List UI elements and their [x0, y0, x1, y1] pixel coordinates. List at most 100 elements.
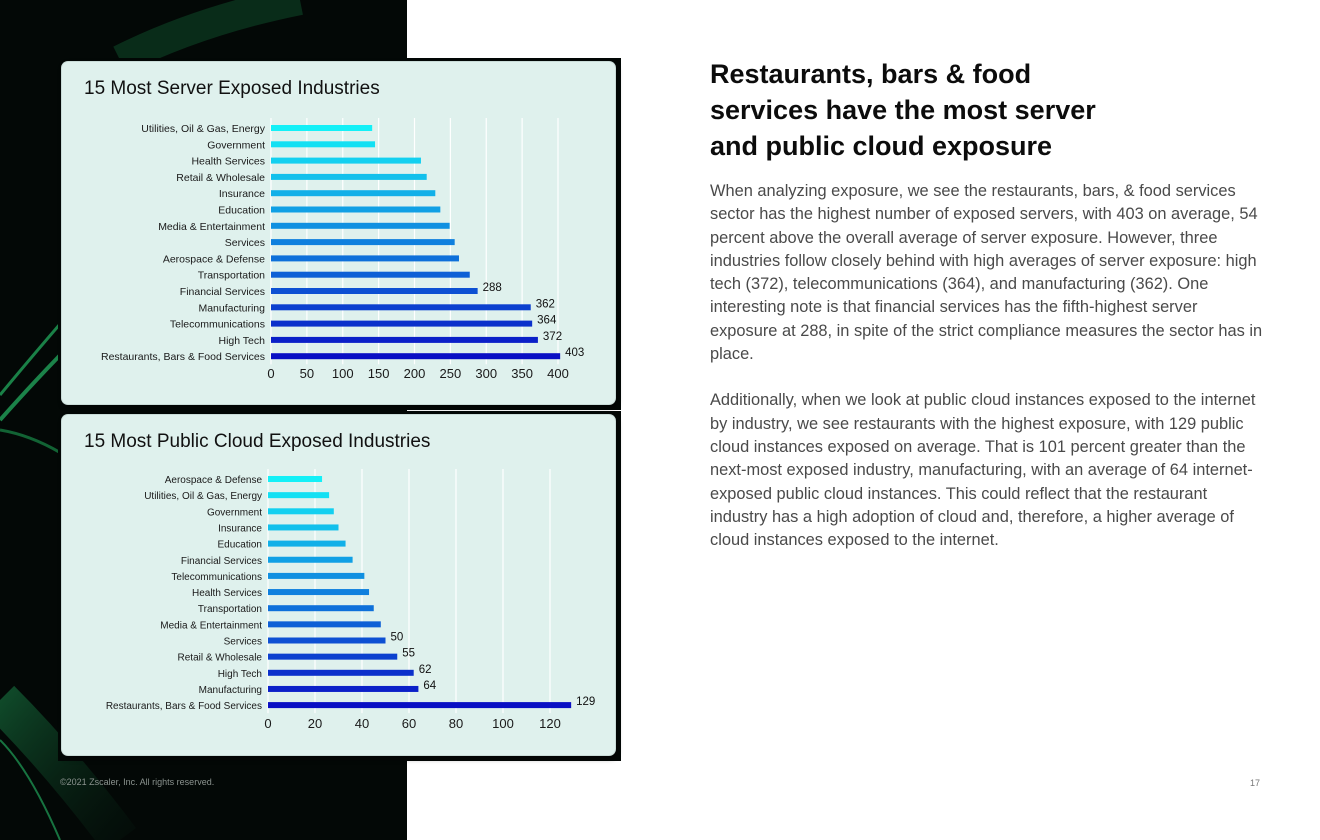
bar — [268, 589, 370, 596]
cloud-chart-title: 15 Most Public Cloud Exposed Industries — [84, 431, 431, 452]
category-label: Insurance — [218, 523, 262, 534]
category-label: Aerospace & Defense — [165, 475, 263, 486]
category-label: Insurance — [219, 188, 265, 200]
x-tick-label: 400 — [547, 366, 569, 381]
copyright-footer: ©2021 Zscaler, Inc. All rights reserved. — [60, 777, 215, 787]
bar — [271, 141, 376, 148]
bar — [271, 206, 441, 213]
cloud-chart-card: 15 Most Public Cloud Exposed Industries … — [62, 415, 615, 755]
x-tick-label: 40 — [355, 716, 369, 731]
category-label: Aerospace & Defense — [163, 253, 265, 265]
data-label: 55 — [402, 648, 415, 660]
body-paragraph: When analyzing exposure, we see the rest… — [710, 182, 1263, 364]
bar — [271, 336, 538, 343]
category-label: Retail & Wholesale — [178, 653, 263, 664]
bar — [271, 320, 533, 327]
category-label: High Tech — [218, 669, 262, 680]
bar — [268, 653, 398, 660]
bar — [268, 572, 365, 579]
data-label: 50 — [391, 632, 404, 644]
category-label: Transportation — [198, 270, 265, 282]
bar — [271, 239, 455, 246]
x-tick-label: 80 — [449, 716, 463, 731]
page-headline: Restaurants, bars & food services have t… — [710, 59, 1096, 161]
data-label: 403 — [565, 347, 584, 359]
x-tick-label: 0 — [267, 366, 274, 381]
x-tick-label: 20 — [308, 716, 322, 731]
category-label: Services — [224, 637, 262, 648]
bar — [271, 271, 470, 278]
bar — [268, 669, 414, 676]
x-tick-label: 250 — [440, 366, 462, 381]
category-label: Manufacturing — [198, 302, 265, 314]
category-label: Restaurants, Bars & Food Services — [101, 351, 265, 363]
category-label: Retail & Wholesale — [176, 172, 265, 184]
x-tick-label: 50 — [300, 366, 314, 381]
cloud-chart-frame: 15 Most Public Cloud Exposed Industries … — [58, 411, 621, 761]
data-label: 62 — [419, 664, 432, 676]
x-tick-label: 350 — [511, 366, 533, 381]
category-label: High Tech — [218, 335, 265, 347]
bar — [268, 605, 374, 612]
bar — [271, 190, 436, 197]
bar — [268, 556, 353, 563]
category-label: Transportation — [198, 604, 262, 615]
category-label: Government — [207, 139, 265, 151]
server-chart-card: 15 Most Server Exposed Industries Utilit… — [62, 62, 615, 404]
bar — [268, 540, 346, 547]
bar — [268, 685, 419, 692]
bar — [268, 702, 572, 709]
category-label: Government — [207, 507, 262, 518]
bar — [268, 508, 334, 515]
body-paragraph: Additionally, when we look at public clo… — [710, 391, 1256, 550]
category-label: Telecommunications — [171, 572, 262, 583]
bar — [271, 288, 478, 294]
bar — [268, 492, 330, 499]
bar — [271, 353, 561, 360]
x-tick-label: 0 — [264, 716, 271, 731]
data-label: 129 — [576, 696, 595, 708]
category-label: Education — [218, 540, 262, 551]
bar — [271, 157, 421, 164]
category-label: Manufacturing — [199, 685, 262, 696]
bar — [268, 637, 386, 644]
category-label: Utilities, Oil & Gas, Energy — [144, 491, 262, 502]
x-tick-label: 300 — [475, 366, 497, 381]
category-label: Media & Entertainment — [158, 221, 265, 233]
category-label: Financial Services — [181, 556, 262, 567]
category-label: Services — [225, 237, 265, 249]
category-label: Education — [218, 205, 265, 217]
x-tick-label: 120 — [539, 716, 561, 731]
bar — [271, 125, 373, 131]
category-label: Media & Entertainment — [160, 620, 262, 631]
bar — [271, 222, 450, 229]
bar — [268, 621, 381, 628]
server-chart-title: 15 Most Server Exposed Industries — [84, 78, 380, 99]
article-column: Restaurants, bars & food services have t… — [710, 56, 1270, 552]
cloud-exposure-chart: Aerospace & Defense Utilities, Oil & Gas,… — [106, 469, 595, 731]
category-label: Restaurants, Bars & Food Services — [106, 701, 262, 712]
x-tick-label: 60 — [402, 716, 416, 731]
data-label: 362 — [536, 298, 555, 310]
category-label: Telecommunications — [170, 319, 265, 331]
category-label: Financial Services — [180, 286, 265, 298]
data-label: 64 — [423, 680, 436, 692]
bar — [271, 255, 459, 262]
data-label: 372 — [543, 331, 562, 343]
data-label: 288 — [483, 282, 502, 294]
bar — [271, 173, 427, 180]
data-label: 364 — [537, 315, 557, 327]
bar — [268, 524, 339, 531]
category-label: Health Services — [191, 156, 265, 168]
server-exposure-chart: Utilities, Oil & Gas, Energy Government He… — [101, 118, 584, 381]
bar — [268, 476, 323, 482]
x-tick-label: 100 — [332, 366, 354, 381]
bar — [271, 304, 531, 311]
server-chart-frame: 15 Most Server Exposed Industries Utilit… — [58, 58, 621, 410]
x-tick-label: 200 — [404, 366, 426, 381]
x-tick-label: 100 — [492, 716, 514, 731]
x-tick-label: 150 — [368, 366, 390, 381]
category-label: Health Services — [192, 588, 262, 599]
page-number: 17 — [1250, 778, 1261, 788]
category-label: Utilities, Oil & Gas, Energy — [141, 123, 265, 135]
